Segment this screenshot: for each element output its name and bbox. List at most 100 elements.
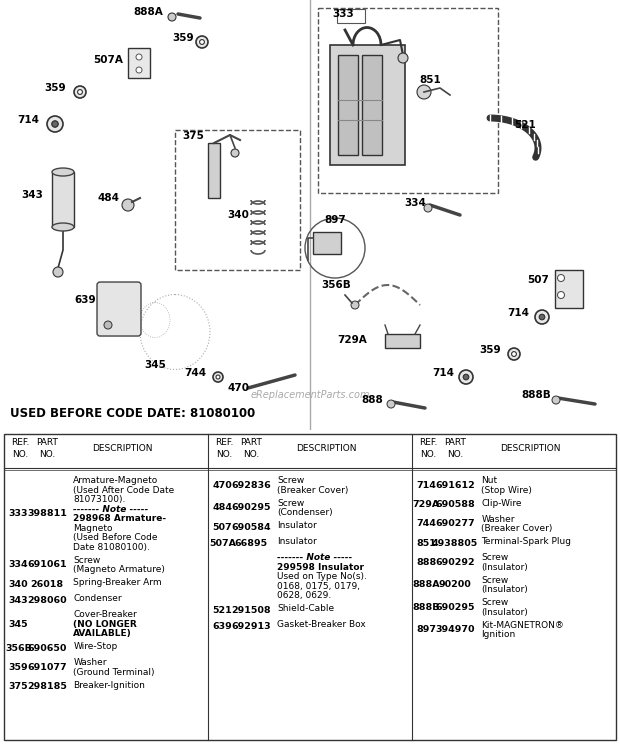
Text: eReplacementParts.com: eReplacementParts.com [250,390,370,400]
Circle shape [464,374,469,379]
Text: ------- Note -----: ------- Note ----- [277,553,353,562]
Text: 521: 521 [213,606,232,615]
Bar [555,270,583,308]
Ellipse shape [52,168,74,176]
Text: Gasket-Breaker Box: Gasket-Breaker Box [277,620,366,629]
Text: Spring-Breaker Arm: Spring-Breaker Arm [73,578,162,587]
Text: (Ground Terminal): (Ground Terminal) [73,667,155,676]
Circle shape [424,204,432,212]
Text: USED BEFORE CODE DATE: 81080100: USED BEFORE CODE DATE: 81080100 [10,407,255,420]
Circle shape [557,292,564,298]
Text: 888: 888 [416,558,436,567]
Text: 333: 333 [332,9,354,19]
Circle shape [508,348,520,360]
Text: PART: PART [444,437,466,446]
Text: Screw: Screw [277,476,304,485]
Circle shape [459,370,473,384]
Circle shape [200,39,205,45]
Text: 692836: 692836 [231,481,271,490]
Text: REF.: REF. [11,437,30,446]
Text: NO.: NO. [216,449,232,458]
Text: 690588: 690588 [435,500,475,509]
Text: 690295: 690295 [435,603,474,612]
Text: 345: 345 [144,360,166,370]
Text: Screw: Screw [481,598,508,607]
Text: 0628, 0629.: 0628, 0629. [277,591,332,600]
Text: Shield-Cable: Shield-Cable [277,604,334,613]
Circle shape [136,54,142,60]
Text: Kit-MAGNETRON®: Kit-MAGNETRON® [481,620,564,629]
Bar [175,130,300,270]
Text: NO.: NO. [38,449,55,458]
Text: 299598 Insulator: 299598 Insulator [277,562,365,571]
Circle shape [52,121,58,127]
Text: Wire-Stop: Wire-Stop [73,642,118,651]
Circle shape [122,199,134,211]
Text: 744: 744 [184,368,206,378]
Text: (Breaker Cover): (Breaker Cover) [277,486,348,495]
Text: 690650: 690650 [27,644,66,652]
Text: Washer: Washer [481,515,515,524]
Circle shape [351,301,359,309]
Bar [318,8,498,193]
Text: (Used Before Code: (Used Before Code [73,533,158,542]
Text: 470: 470 [213,481,232,490]
Text: 714: 714 [432,368,454,378]
Bar [128,48,150,78]
Circle shape [387,400,395,408]
Text: 298060: 298060 [27,595,67,605]
Bar [208,143,220,198]
Text: 507A: 507A [209,539,236,548]
Text: 888A: 888A [412,580,440,589]
Circle shape [539,314,545,320]
Text: 345: 345 [9,620,28,629]
Text: Date 81080100).: Date 81080100). [73,542,150,551]
Text: 714: 714 [17,115,39,125]
Circle shape [53,267,63,277]
Text: DESCRIPTION: DESCRIPTION [92,443,153,452]
Text: REF.: REF. [419,437,438,446]
Text: 729A: 729A [413,500,440,509]
Circle shape [557,275,564,281]
Text: 690584: 690584 [231,522,271,531]
Text: 851: 851 [417,539,436,548]
Text: 507A: 507A [93,55,123,65]
Text: 356B: 356B [5,644,32,652]
Text: 639: 639 [74,295,96,305]
Text: Screw: Screw [73,556,100,565]
Bar [52,172,74,227]
Text: 394970: 394970 [435,625,474,635]
Text: 356B: 356B [321,280,351,290]
Text: NO.: NO. [420,449,436,458]
Text: 291508: 291508 [231,606,271,615]
Text: (Stop Wire): (Stop Wire) [481,486,532,495]
Circle shape [74,86,86,98]
Text: 692913: 692913 [231,621,271,630]
Circle shape [216,375,220,379]
Text: 691612: 691612 [435,481,475,490]
Text: 4938805: 4938805 [432,539,478,548]
Text: (Breaker Cover): (Breaker Cover) [481,524,553,533]
Text: 897: 897 [416,625,436,635]
Text: 398811: 398811 [27,510,67,519]
Circle shape [535,310,549,324]
Bar [313,232,341,254]
Circle shape [213,372,223,382]
Circle shape [47,116,63,132]
Text: PART: PART [36,437,58,446]
Text: Breaker-Ignition: Breaker-Ignition [73,681,145,690]
Text: 81073100).: 81073100). [73,495,126,504]
Circle shape [398,53,408,63]
Circle shape [104,321,112,329]
Circle shape [52,121,58,127]
Circle shape [512,352,516,356]
Text: Armature-Magneto: Armature-Magneto [73,476,159,485]
Text: 484: 484 [97,193,119,203]
Circle shape [196,36,208,48]
Text: 888A: 888A [133,7,163,17]
Text: 298968 Armature-: 298968 Armature- [73,514,167,523]
Circle shape [552,396,560,404]
Text: Screw: Screw [277,498,304,507]
Text: ------- Note -----: ------- Note ----- [73,504,149,513]
Text: 691061: 691061 [27,560,67,569]
